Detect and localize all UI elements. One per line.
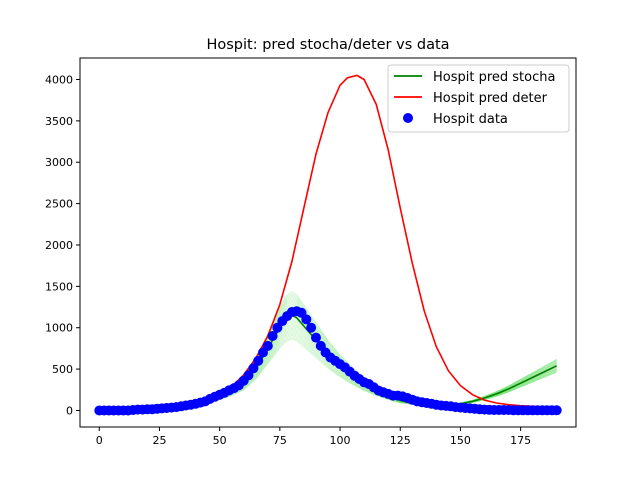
y-tick-label: 3000 [45, 156, 73, 169]
data-point [243, 370, 254, 381]
y-tick-label: 2500 [45, 198, 73, 211]
x-tick-label: 0 [96, 434, 103, 447]
y-tick-label: 0 [66, 404, 73, 417]
y-tick-label: 1500 [45, 280, 73, 293]
legend-label: Hospit data [433, 112, 508, 127]
y-tick-label: 4000 [45, 74, 73, 87]
y-tick-label: 2000 [45, 239, 73, 252]
legend: Hospit pred stocha Hospit pred deter Hospi… [387, 64, 570, 133]
data-point [267, 331, 278, 341]
y-axis: 0 500 1000 1500 2000 2500 3000 3500 4000 [45, 74, 80, 417]
data-point [301, 314, 312, 325]
legend-label: Hospit pred deter [433, 91, 548, 106]
data-point [262, 340, 273, 351]
data-points [94, 306, 562, 416]
y-tick-label: 3500 [45, 115, 73, 128]
data-point [306, 322, 317, 333]
legend-box [387, 64, 570, 133]
x-tick-label: 125 [390, 434, 411, 447]
plot-frame [79, 57, 577, 428]
x-tick-label: 100 [330, 434, 351, 447]
x-tick-label: 50 [213, 434, 227, 447]
chart-title: Hospit: pred stocha/deter vs data [206, 37, 449, 53]
data-point [253, 355, 264, 366]
y-tick-label: 500 [52, 363, 73, 376]
data-point [551, 405, 562, 416]
data-point [311, 332, 321, 343]
y-tick-label: 1000 [45, 322, 73, 335]
x-tick-label: 175 [510, 434, 531, 447]
x-tick-label: 150 [450, 434, 471, 447]
legend-swatch [403, 113, 413, 123]
x-tick-label: 25 [152, 434, 166, 447]
data-point [248, 363, 259, 374]
legend-label: Hospit pred stocha [433, 70, 555, 85]
x-axis: 0 25 50 75 100 125 150 175 [96, 427, 531, 447]
x-tick-label: 75 [273, 434, 287, 447]
